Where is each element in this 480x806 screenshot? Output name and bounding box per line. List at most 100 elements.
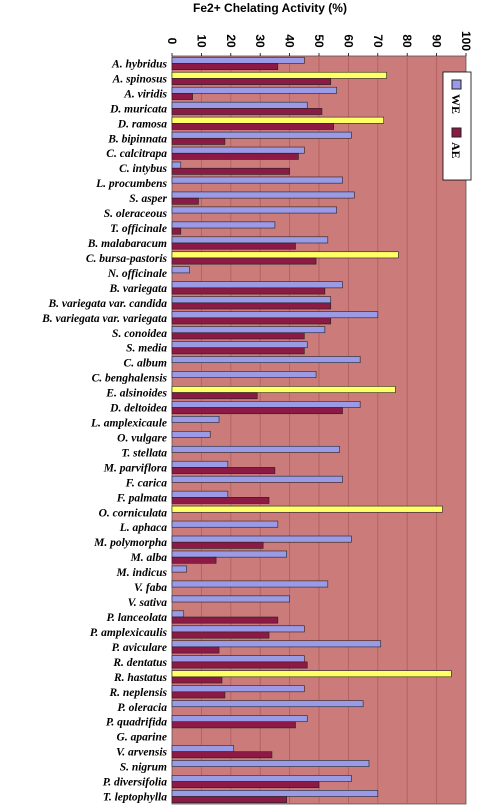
category-label: B. malabaracum — [87, 238, 167, 250]
bar-we — [171, 445, 340, 453]
legend-label-we: WE — [449, 94, 463, 114]
bar-we — [171, 221, 276, 229]
bar-we — [171, 670, 452, 678]
bar-ae — [171, 796, 287, 804]
bar-ae — [171, 347, 305, 355]
category-label: M. parviflora — [103, 462, 168, 474]
bar-we — [171, 326, 326, 334]
category-label: N. officinale — [107, 268, 167, 280]
category-label: O. vulgare — [117, 432, 167, 444]
category-label: G. aparine — [117, 732, 167, 744]
bar-we — [171, 565, 187, 573]
x-axis-ticks: 0 10 20 30 40 50 60 70 80 90 100 — [165, 31, 473, 56]
bar-we — [171, 176, 343, 184]
bar-we — [171, 296, 332, 304]
bar-ae — [171, 287, 326, 295]
bar-we — [171, 101, 308, 109]
bar-ae — [171, 407, 343, 415]
category-label: R. hastatus — [113, 672, 168, 684]
category-label: P. oleracia — [117, 702, 167, 714]
bar-we — [171, 206, 337, 214]
category-label: T. leptophylla — [103, 792, 167, 804]
bar-ae — [171, 541, 264, 549]
bar-we — [171, 281, 343, 289]
bar-we — [171, 640, 382, 648]
bar-we — [171, 371, 317, 378]
bar-we — [171, 71, 387, 79]
category-label: C. bursa-pastoris — [86, 253, 168, 265]
bar-we — [171, 745, 235, 752]
bar-we — [171, 251, 399, 259]
category-label: B. variegata var. variegata — [41, 313, 167, 325]
bar-ae — [171, 721, 296, 729]
bar-we — [171, 505, 443, 513]
bar-ae — [171, 332, 305, 340]
legend: WE AE — [442, 71, 472, 181]
category-label: D. deltoidea — [109, 403, 167, 415]
bar-ae — [171, 691, 226, 699]
bar-ae — [171, 137, 226, 145]
category-label: L. procumbens — [95, 178, 167, 190]
category-labels: A. hybridus A. spinosus A. viridis D. muric… — [41, 58, 167, 803]
bar-ae — [171, 556, 217, 564]
category-label: F. palmata — [116, 492, 168, 504]
x-tick-label: 100 — [459, 31, 473, 51]
bar-ae — [171, 497, 270, 504]
bar-we — [171, 56, 305, 64]
bar-ae — [171, 78, 332, 85]
bar-we — [171, 86, 337, 94]
category-label: C. calcitrapa — [106, 148, 167, 160]
category-label: R. neplensis — [108, 687, 167, 699]
category-label: F. carica — [125, 477, 168, 489]
category-label: E. alsinoides — [105, 388, 167, 400]
bar-we — [171, 460, 229, 468]
x-tick-label: 30 — [253, 34, 267, 48]
bar-we — [171, 311, 379, 319]
category-label: M. indicus — [116, 567, 168, 579]
bars — [171, 56, 452, 804]
bar-we — [171, 475, 343, 483]
category-label: S. media — [126, 343, 167, 355]
category-label: S. conoidea — [112, 328, 167, 340]
category-label: M. alba — [130, 552, 168, 564]
x-tick-label: 10 — [194, 34, 208, 48]
category-label: B. variegata — [109, 283, 168, 295]
legend-box — [442, 71, 472, 181]
bar-we — [171, 655, 305, 663]
bar-we — [171, 595, 290, 603]
x-tick-label: 40 — [283, 34, 297, 48]
bar-we — [171, 685, 305, 693]
bar-ae — [171, 197, 199, 205]
x-tick-label: 80 — [400, 34, 414, 48]
bar-ae — [171, 227, 182, 235]
category-label: P. quadrifida — [106, 717, 167, 729]
category-label: B. variegata var. candida — [47, 298, 167, 310]
legend-label-ae: AE — [449, 142, 463, 159]
bar-we — [171, 490, 229, 498]
category-label: V. arvensis — [116, 747, 167, 759]
category-label: L. amplexicaule — [90, 418, 167, 430]
bar-ae — [171, 467, 276, 474]
category-label: A. spinosus — [112, 73, 168, 85]
x-tick-label: 70 — [371, 34, 385, 48]
bar-we — [171, 790, 379, 797]
legend-swatch-ae — [451, 127, 462, 138]
x-tick-label: 90 — [430, 34, 444, 48]
bar-ae — [171, 123, 334, 130]
bar-ae — [171, 242, 296, 250]
category-label: D. muricata — [109, 103, 167, 115]
category-label: P. aviculare — [112, 642, 167, 654]
bar-we — [171, 116, 384, 124]
x-tick-label: 20 — [224, 34, 238, 48]
legend-swatch-we — [451, 79, 462, 90]
category-label: T. officinale — [110, 223, 167, 235]
category-label: D. ramosa — [117, 118, 167, 130]
bar-we — [171, 146, 305, 154]
category-label: P. amplexicaulis — [90, 627, 168, 639]
bar-ae — [171, 616, 279, 624]
bar-we — [171, 715, 308, 723]
category-label: C. album — [124, 358, 168, 370]
bar-ae — [171, 317, 332, 325]
category-label: O. corniculata — [99, 507, 168, 519]
